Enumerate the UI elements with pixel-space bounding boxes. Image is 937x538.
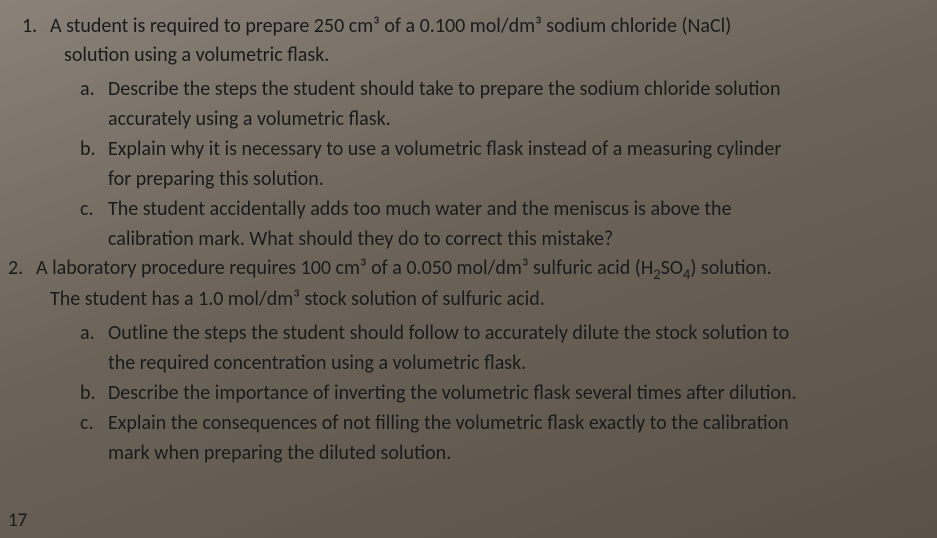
q2-c-line2: mark when preparing the diluted solution… bbox=[108, 438, 919, 468]
q2-stem-line2: The student has a 1.0 mol/dm³ stock solu… bbox=[50, 285, 919, 314]
q1-stem-line1: 1. A student is required to prepare 250 … bbox=[22, 12, 919, 41]
q2-b-letter: b. bbox=[80, 378, 108, 408]
q2-b-line1: Describe the importance of inverting the… bbox=[108, 378, 797, 408]
q2-number: 2. bbox=[8, 254, 36, 283]
q1-a: a. Describe the steps the student should… bbox=[80, 74, 919, 104]
q1-c: c. The student accidentally adds too muc… bbox=[80, 194, 919, 224]
q2-a-line2: the required concentration using a volum… bbox=[108, 348, 919, 378]
q2-a-letter: a. bbox=[80, 318, 108, 348]
q1-c-line1: The student accidentally adds too much w… bbox=[108, 194, 732, 224]
q1-c-line2: calibration mark. What should they do to… bbox=[108, 224, 919, 254]
q1-b-line2: for preparing this solution. bbox=[108, 164, 919, 194]
page-number: 17 bbox=[8, 509, 27, 532]
q2-a: a. Outline the steps the student should … bbox=[80, 318, 919, 348]
q2-c-letter: c. bbox=[80, 408, 108, 438]
q2-b: b. Describe the importance of inverting … bbox=[80, 378, 919, 408]
q1-a-line1: Describe the steps the student should ta… bbox=[108, 74, 780, 104]
q2-stem-mid: SO bbox=[661, 256, 683, 280]
q2-stem-post: ) solution. bbox=[690, 256, 771, 280]
q1-a-letter: a. bbox=[80, 74, 108, 104]
q1-b: b. Explain why it is necessary to use a … bbox=[80, 134, 919, 164]
question-1: 1. A student is required to prepare 250 … bbox=[22, 12, 919, 70]
q2-a-line1: Outline the steps the student should fol… bbox=[108, 318, 789, 348]
q2-sub1: 2 bbox=[653, 265, 660, 283]
q1-b-line1: Explain why it is necessary to use a vol… bbox=[108, 134, 781, 164]
q1-a-line2: accurately using a volumetric flask. bbox=[108, 104, 919, 134]
q2-stem-line1: 2. A laboratory procedure requires 100 c… bbox=[8, 254, 919, 285]
question-2: 2. A laboratory procedure requires 100 c… bbox=[22, 254, 919, 314]
q1-number: 1. bbox=[22, 12, 50, 41]
q2-stem-pre: A laboratory procedure requires 100 cm³ … bbox=[36, 256, 653, 280]
q1-stem-line2: solution using a volumetric flask. bbox=[64, 41, 919, 70]
q2-c: c. Explain the consequences of not filli… bbox=[80, 408, 919, 438]
q2-c-line1: Explain the consequences of not filling … bbox=[108, 408, 789, 438]
q2-stem-text1: A laboratory procedure requires 100 cm³ … bbox=[36, 254, 772, 285]
q1-b-letter: b. bbox=[80, 134, 108, 164]
q1-c-letter: c. bbox=[80, 194, 108, 224]
q1-stem-text1: A student is required to prepare 250 cm³… bbox=[50, 12, 731, 41]
